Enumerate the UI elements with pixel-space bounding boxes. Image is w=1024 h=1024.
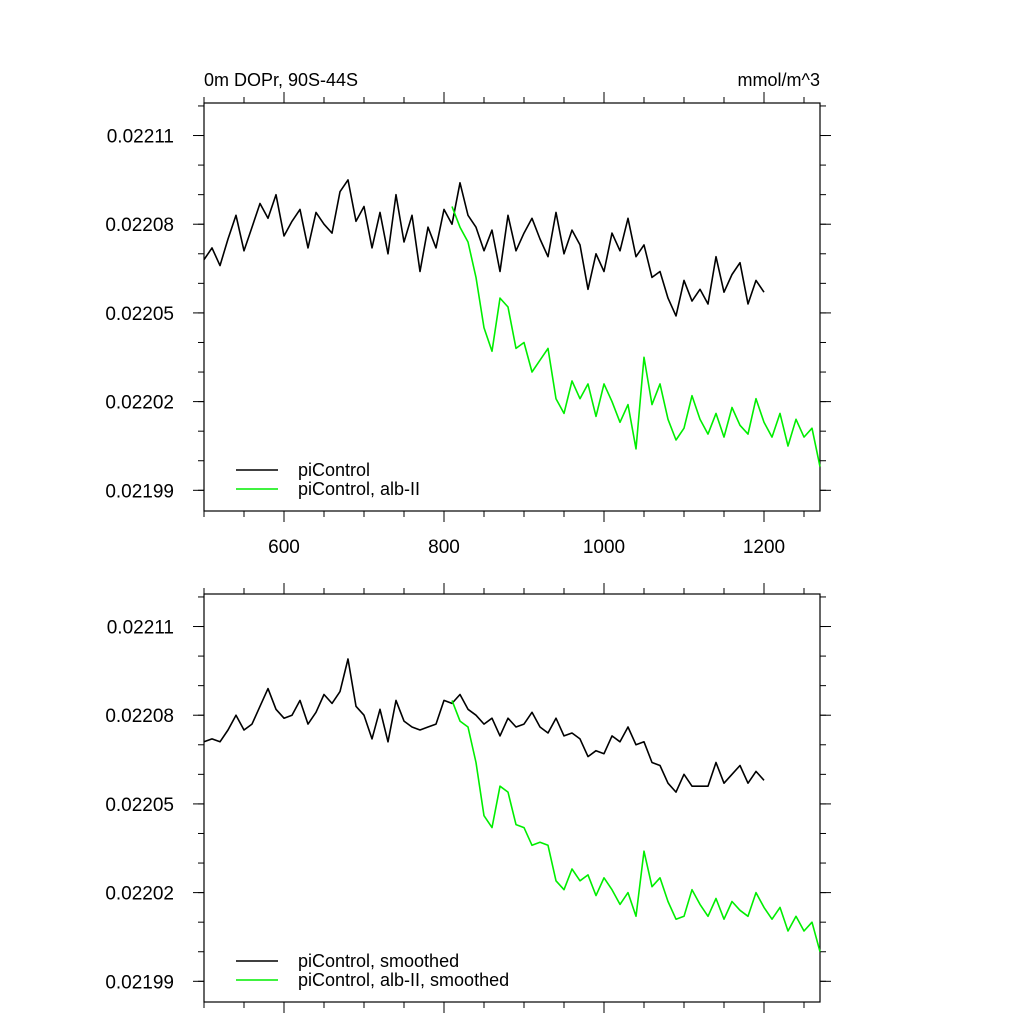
- x-tick-label: 600: [268, 537, 300, 558]
- y-tick-label: 0.02199: [105, 972, 174, 993]
- legend-label: piControl: [298, 460, 370, 480]
- series-line-1: [451, 700, 821, 952]
- legend-label: piControl, smoothed: [298, 951, 459, 971]
- series-line-0: [203, 179, 765, 317]
- legend-label: piControl, alb-II, smoothed: [298, 970, 509, 990]
- units-label: mmol/m^3: [738, 70, 820, 90]
- y-tick-label: 0.02199: [105, 481, 174, 502]
- y-tick-label: 0.02202: [105, 884, 174, 905]
- series-lines: [203, 658, 821, 952]
- series-line-0: [203, 658, 765, 793]
- plot-frame: [203, 102, 821, 512]
- series-lines: [203, 179, 821, 467]
- legend-label: piControl, alb-II: [298, 479, 420, 499]
- x-axis: 600 800 1000 1200: [203, 92, 805, 558]
- x-tick-label: 800: [428, 537, 460, 558]
- y-tick-label: 0.02205: [105, 795, 174, 816]
- x-axis: [203, 583, 805, 1013]
- series-line-1: [451, 206, 821, 467]
- y-tick-label: 0.02202: [105, 393, 174, 414]
- x-tick-label: 1000: [583, 537, 625, 558]
- chart-bottom: 0.02211 0.02208 0.02205 0.02202 0.02199 piCo…: [105, 583, 831, 1013]
- y-axis: 0.02211 0.02208 0.02205 0.02202 0.02199: [105, 105, 831, 502]
- y-tick-label: 0.02208: [105, 706, 174, 727]
- chart-top: 0m DOPr, 90S-44S mmol/m^3 0.02211 0.02208…: [105, 70, 831, 558]
- y-tick-label: 0.02211: [107, 127, 174, 148]
- plot-frame: [203, 593, 821, 1003]
- y-tick-label: 0.02205: [105, 304, 174, 325]
- chart-title: 0m DOPr, 90S-44S: [204, 70, 358, 90]
- y-tick-label: 0.02211: [107, 618, 174, 639]
- y-axis: 0.02211 0.02208 0.02205 0.02202 0.02199: [105, 596, 831, 993]
- x-tick-label: 1200: [743, 537, 785, 558]
- y-tick-label: 0.02208: [105, 215, 174, 236]
